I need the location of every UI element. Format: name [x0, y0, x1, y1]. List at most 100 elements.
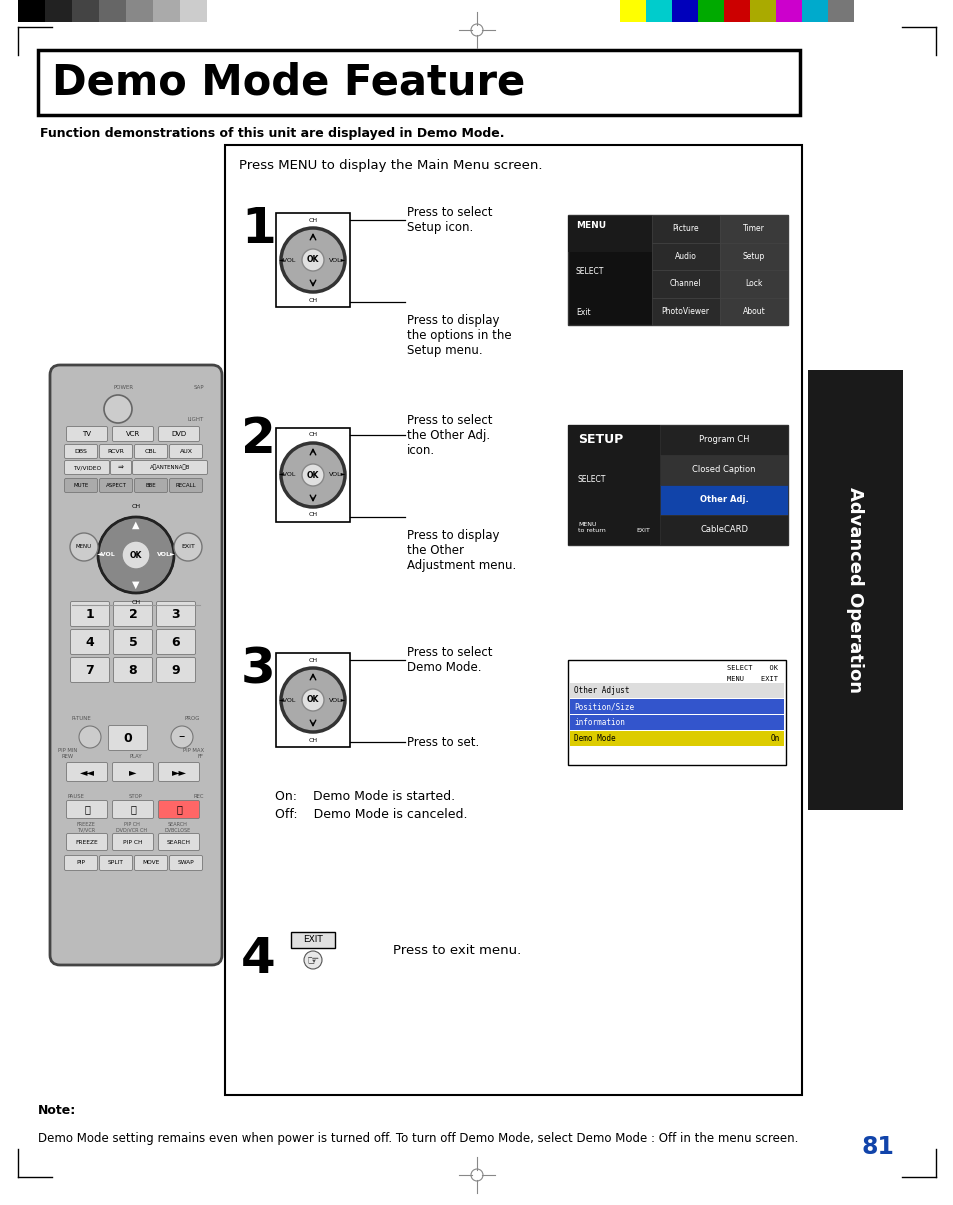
Text: CH: CH [132, 505, 140, 510]
Text: 5: 5 [129, 635, 137, 648]
Text: OK: OK [307, 695, 319, 705]
Bar [567, 425, 659, 545]
Text: MENU
to return: MENU to return [578, 522, 605, 533]
FancyBboxPatch shape [65, 478, 97, 493]
FancyBboxPatch shape [50, 365, 222, 965]
Circle shape [302, 464, 324, 486]
Text: On: On [770, 734, 780, 743]
Circle shape [70, 533, 98, 562]
Circle shape [281, 668, 345, 731]
Text: Demo Mode setting remains even when power is turned off. To turn off Demo Mode, : Demo Mode setting remains even when powe… [38, 1131, 798, 1145]
Text: Advanced Operation: Advanced Operation [845, 487, 863, 693]
FancyBboxPatch shape [67, 763, 108, 782]
Bar [207, 0, 233, 22]
Text: CH: CH [308, 217, 317, 223]
Text: DVD: DVD [172, 431, 187, 437]
Text: 4: 4 [86, 635, 94, 648]
FancyBboxPatch shape [113, 629, 152, 654]
Text: PLAY: PLAY [130, 754, 142, 759]
Bar [567, 425, 787, 545]
Bar [651, 298, 720, 325]
Text: Demo Mode Feature: Demo Mode Feature [52, 61, 525, 104]
Text: ⏺: ⏺ [176, 805, 182, 815]
Text: 8: 8 [129, 664, 137, 676]
Bar [723, 0, 749, 22]
Text: ▲: ▲ [132, 521, 139, 530]
Text: 7: 7 [86, 664, 94, 676]
Text: About: About [741, 307, 764, 316]
Bar [569, 683, 783, 698]
Bar [275, 428, 350, 522]
Text: CH: CH [308, 512, 317, 517]
Bar [275, 213, 350, 307]
Text: 3: 3 [172, 607, 180, 621]
Bar [569, 731, 783, 746]
Bar [720, 214, 787, 242]
FancyBboxPatch shape [113, 658, 152, 682]
Text: PIP MAX
FF: PIP MAX FF [183, 748, 204, 759]
Text: TV: TV [82, 431, 91, 437]
Text: FREEZE
TV/VCR: FREEZE TV/VCR [76, 822, 95, 833]
Text: ▼: ▼ [132, 580, 139, 590]
FancyBboxPatch shape [134, 478, 168, 493]
Bar [659, 515, 787, 545]
Text: Press to select
Demo Mode.: Press to select Demo Mode. [407, 646, 492, 674]
Text: PIP MIN
REW: PIP MIN REW [58, 748, 77, 759]
Text: SELECT    OK: SELECT OK [726, 665, 778, 671]
Text: LIGHT: LIGHT [188, 417, 204, 422]
FancyBboxPatch shape [99, 856, 132, 870]
Text: OK: OK [307, 255, 319, 265]
FancyBboxPatch shape [65, 445, 97, 458]
Text: PAUSE: PAUSE [68, 794, 85, 799]
Text: ◄VOL: ◄VOL [96, 553, 115, 558]
Text: PIP: PIP [76, 860, 86, 865]
FancyBboxPatch shape [158, 834, 199, 851]
FancyBboxPatch shape [112, 427, 153, 441]
FancyBboxPatch shape [113, 601, 152, 627]
Text: PROG: PROG [184, 716, 200, 721]
FancyBboxPatch shape [112, 834, 153, 851]
Text: OK: OK [307, 470, 319, 480]
FancyBboxPatch shape [67, 834, 108, 851]
Text: ◄VOL: ◄VOL [279, 472, 296, 477]
FancyBboxPatch shape [65, 460, 110, 475]
Text: MOVE: MOVE [142, 860, 159, 865]
Text: SELECT: SELECT [578, 475, 606, 483]
Text: VOL►: VOL► [329, 472, 346, 477]
Text: 3: 3 [241, 645, 275, 693]
FancyBboxPatch shape [156, 658, 195, 682]
FancyBboxPatch shape [156, 629, 195, 654]
Text: Timer: Timer [742, 224, 764, 234]
Text: Audio: Audio [674, 252, 696, 260]
FancyBboxPatch shape [71, 601, 110, 627]
Circle shape [281, 443, 345, 507]
Text: SETUP: SETUP [578, 433, 622, 446]
Circle shape [304, 951, 322, 969]
Text: OK: OK [130, 551, 142, 559]
Bar [651, 270, 720, 298]
Text: AUX: AUX [179, 449, 193, 454]
Text: ☞: ☞ [307, 953, 319, 966]
Text: Note:: Note: [38, 1104, 76, 1117]
Text: 1: 1 [86, 607, 94, 621]
Text: Channel: Channel [669, 280, 700, 288]
Text: PhotoViewer: PhotoViewer [661, 307, 709, 316]
Text: ►►: ►► [172, 768, 186, 777]
FancyBboxPatch shape [156, 601, 195, 627]
Text: CH: CH [308, 658, 317, 663]
Text: BBE: BBE [146, 483, 156, 488]
FancyBboxPatch shape [134, 445, 168, 458]
Text: TV/VIDEO: TV/VIDEO [72, 465, 101, 470]
Text: SPLIT: SPLIT [108, 860, 124, 865]
Text: Press to display
the Other
Adjustment menu.: Press to display the Other Adjustment me… [407, 529, 516, 572]
Text: FREEZE: FREEZE [75, 840, 98, 845]
Bar [659, 484, 787, 515]
FancyBboxPatch shape [71, 658, 110, 682]
Text: –: – [178, 730, 185, 743]
Text: 9: 9 [172, 664, 180, 676]
Text: SELECT: SELECT [576, 268, 604, 276]
Text: CH: CH [132, 600, 140, 605]
Text: Setup: Setup [742, 252, 764, 260]
FancyBboxPatch shape [112, 763, 153, 782]
Circle shape [171, 725, 193, 748]
